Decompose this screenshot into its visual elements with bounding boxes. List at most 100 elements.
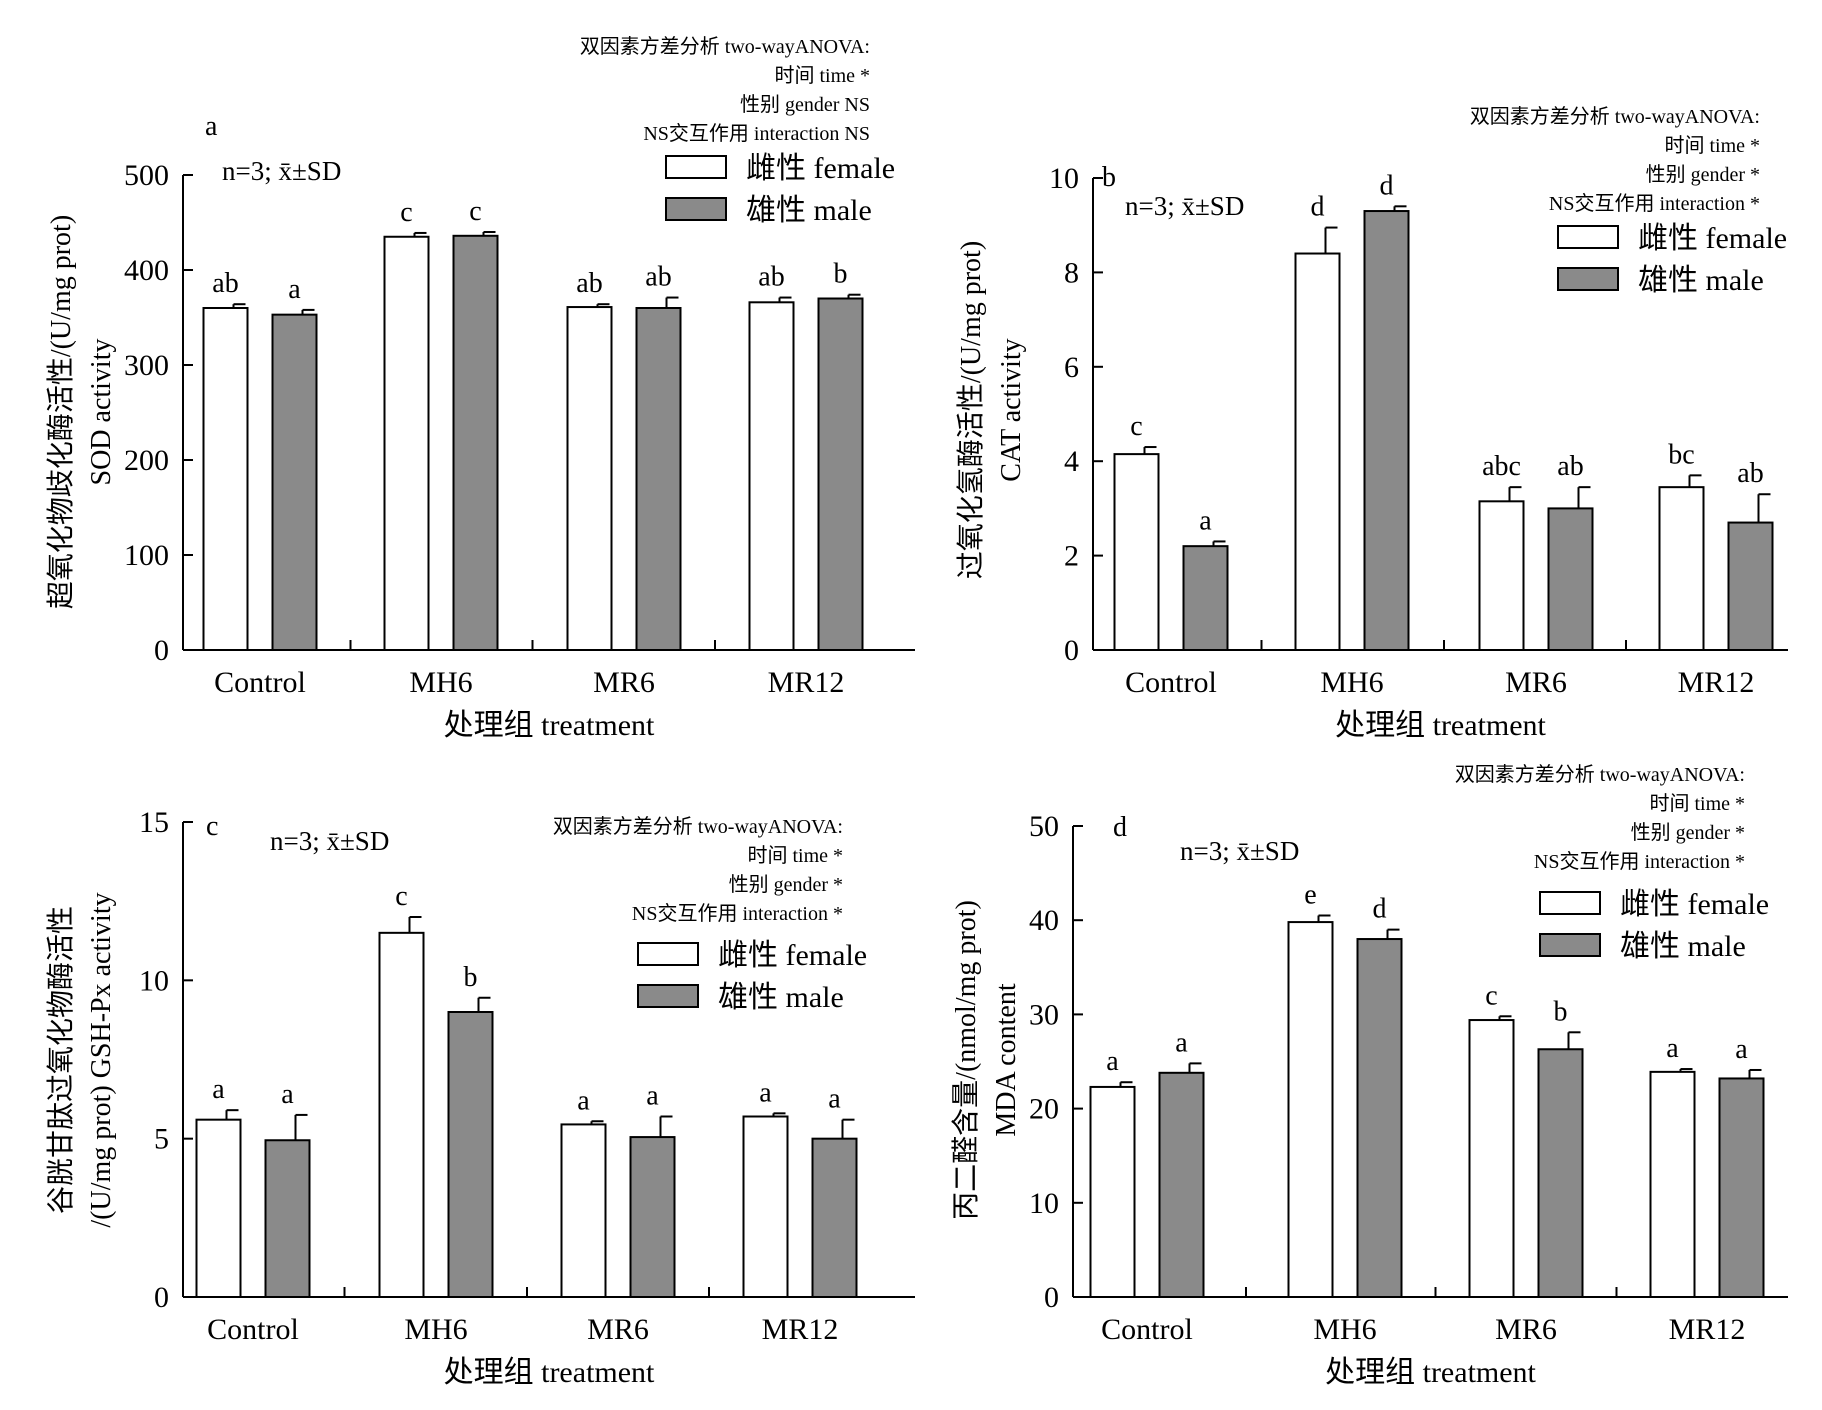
y-tick-label: 10 [1029,1187,1059,1220]
significance-letter: c [395,881,407,912]
bar [1287,921,1334,1298]
bar [1547,507,1594,651]
bar [1158,1071,1205,1298]
anova-line: 双因素方差分析 two-wayANOVA: [1470,105,1760,128]
anova-line: NS交互作用 interaction * [1534,850,1745,873]
legend-label: 雄性 male [1620,930,1746,963]
bar [817,297,864,651]
bar [378,931,425,1298]
panel-a: 0 100 200 300 400 500 Control MH6 MR6 MR12 处理组 tre… [45,35,915,742]
x-category-label: MH6 [409,666,472,699]
x-category-label: MR6 [1505,666,1567,699]
y-axis-title: 谷胱甘肽过氧化物酶活性 [45,906,77,1214]
bar [742,1115,789,1298]
significance-letter: bc [1668,439,1694,470]
bar [447,1011,494,1298]
anova-line: 时间 time * [1664,134,1760,157]
significance-letter: ab [576,268,602,299]
bar [1113,453,1160,651]
anova-line: NS交互作用 interaction * [1549,192,1760,215]
anova-line: NS交互作用 interaction * [632,902,843,925]
significance-letter: a [646,1081,659,1112]
anova-line: 双因素方差分析 two-wayANOVA: [1455,763,1745,786]
significance-letter: ab [1737,458,1763,489]
anova-line: 双因素方差分析 two-wayANOVA: [580,35,870,58]
x-category-label: MR6 [593,666,655,699]
y-tick-label: 8 [1064,256,1079,289]
bar [1649,1070,1696,1299]
legend-swatch [637,984,699,1008]
x-category-label: MR6 [587,1313,649,1346]
sample-size-label: n=3; x̄±SD [270,826,389,856]
bar [1537,1048,1584,1299]
significance-letter: a [1175,1027,1188,1058]
panel-letter: d [1113,812,1127,843]
x-axis-title: 处理组 treatment [444,709,655,742]
y-tick-label: 2 [1064,540,1079,573]
significance-letter: b [464,962,478,993]
y-tick-label: 10 [139,964,169,997]
legend-swatch [637,942,699,966]
y-tick-label: 5 [154,1123,169,1156]
significance-letter: c [400,197,412,228]
x-category-label: Control [1101,1313,1193,1346]
significance-letter: a [1106,1046,1119,1077]
bar [1468,1019,1515,1298]
bar [566,306,613,651]
y-tick-label: 15 [139,806,169,839]
significance-letter: a [212,1074,225,1105]
y-tick-label: 0 [154,634,169,667]
x-axis-title: 处理组 treatment [1325,1356,1536,1389]
legend-label: 雄性 male [746,194,872,227]
bar [264,1139,311,1298]
legend-label: 雌性 female [1638,222,1787,255]
bar [748,301,795,651]
x-category-label: Control [214,666,306,699]
y-tick-label: 50 [1029,810,1059,843]
sample-size-label: n=3; x̄±SD [1125,191,1244,221]
x-category-label: Control [207,1313,299,1346]
anova-line: 双因素方差分析 two-wayANOVA: [553,815,843,838]
anova-line: 性别 gender NS [740,93,870,116]
y-tick-label: 0 [154,1281,169,1314]
bar [560,1123,607,1298]
y-tick-label: 20 [1029,1093,1059,1126]
sample-size-label: n=3; x̄±SD [222,156,341,186]
x-category-label: MR12 [768,666,845,699]
bar [1182,545,1229,651]
significance-letter: ab [212,268,238,299]
anova-line: NS交互作用 interaction NS [643,122,870,145]
sample-size-label: n=3; x̄±SD [1180,836,1299,866]
bar [1089,1085,1136,1298]
legend-swatch [1539,933,1601,957]
significance-letter: ab [1557,451,1583,482]
bar [1718,1077,1765,1299]
panel-b: 0 2 4 6 8 10 Control MH6 MR6 MR12 处理组 treatment 过氧化… [955,105,1788,742]
y-tick-label: 400 [124,254,169,287]
significance-letter: ab [758,262,784,293]
y-tick-label: 0 [1064,634,1079,667]
legend-swatch [1539,891,1601,915]
y-tick-label: 6 [1064,351,1079,384]
y-tick-label: 500 [124,159,169,192]
bar [811,1137,858,1298]
panel-c: 0 5 10 15 Control MH6 MR6 MR12 处理组 treatment 谷胱甘肽… [45,806,915,1389]
bar [1294,252,1341,652]
x-category-label: Control [1125,666,1217,699]
significance-letter: a [759,1077,772,1108]
y-axis-title: CAT activity [996,338,1027,481]
significance-letter: a [288,274,301,305]
y-tick-label: 10 [1049,162,1079,195]
legend-swatch [665,197,727,221]
x-axis-title: 处理组 treatment [1335,709,1546,742]
significance-letter: a [1199,505,1212,536]
x-category-label: MH6 [1320,666,1383,699]
anova-line: 时间 time * [1649,792,1745,815]
y-axis-title: /(U/mg prot) GSH-Px activity [86,892,117,1227]
significance-letter: ab [645,262,671,293]
anova-line: 性别 gender * [1646,163,1760,186]
legend-label: 雌性 female [746,152,895,185]
bar [195,1118,242,1298]
y-tick-label: 100 [124,539,169,572]
